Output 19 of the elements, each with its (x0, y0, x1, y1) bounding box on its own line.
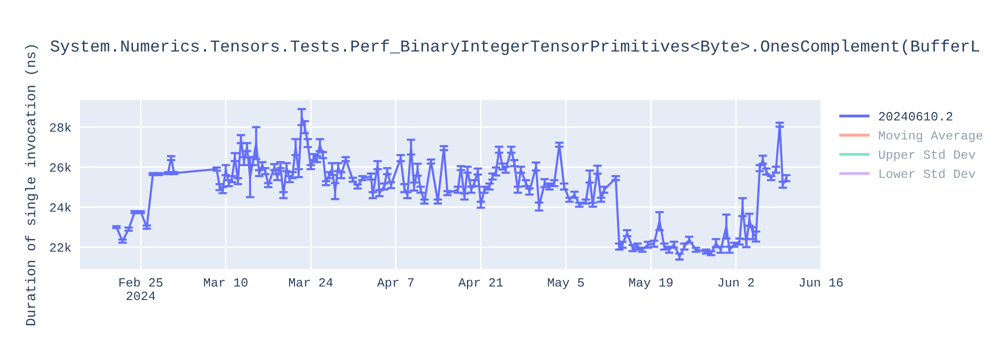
legend-label: Moving Average (878, 130, 982, 142)
y-axis-title: Duration of single invocation (ns) (25, 45, 38, 326)
y-tick-label: 26k (50, 162, 72, 172)
legend-label: Upper Std Dev (879, 150, 976, 162)
chart-title: System.Numerics.Tensors.Tests.Perf_BinaryIntegerTensorPrimitives<Byte>.OnesComplement(BufferL (50, 39, 980, 56)
x-tick-label: Jun 16 (800, 278, 843, 287)
x-tick-label: Jun 2 (718, 278, 754, 287)
y-tick-label: 22k (50, 242, 72, 252)
legend-label: 20240610.2 (879, 112, 952, 121)
x-tick-label: Mar 10 (204, 278, 248, 287)
x-tick-label: May 19 (629, 278, 673, 290)
x-tick-label: Apr 21 (458, 278, 503, 290)
x-tick-label: Apr 7 (377, 278, 414, 290)
x-tick-label: Feb 25 2024 (119, 277, 162, 300)
legend-label: Lower Std Dev (880, 168, 976, 178)
x-tick-label: Mar 24 (289, 278, 333, 287)
y-tick-label: 24k (50, 202, 72, 212)
x-tick-label: May 5 (548, 278, 584, 290)
y-tick-label: 28k (50, 122, 72, 132)
